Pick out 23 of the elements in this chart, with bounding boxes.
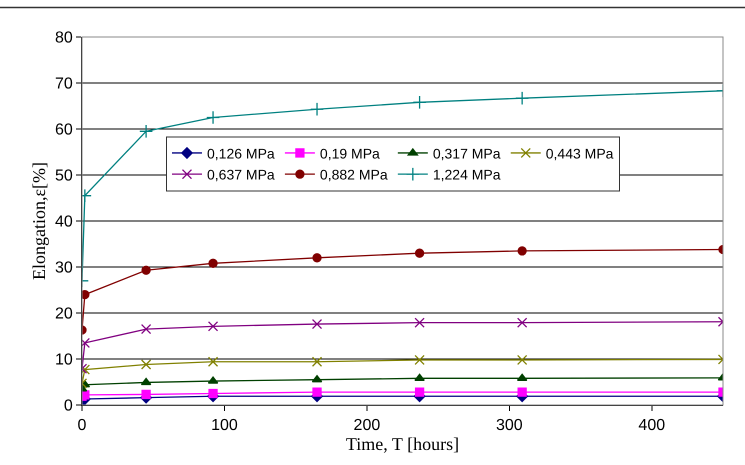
y-axis-title: Elongation,ε[%] [29, 162, 50, 280]
legend-label: 0,443 MPa [546, 145, 614, 162]
y-tick-label: 20 [55, 306, 73, 323]
y-tick-label: 70 [55, 76, 73, 93]
y-tick-label: 10 [55, 352, 73, 369]
x-tick-label: 100 [211, 417, 238, 434]
y-tick-label: 40 [55, 214, 73, 231]
x-axis-title: Time, T [hours] [346, 434, 460, 454]
x-tick-label: 0 [78, 417, 87, 434]
legend-label: 0,126 MPa [206, 145, 275, 162]
y-tick-label: 50 [55, 168, 73, 185]
x-tick-label: 200 [354, 417, 380, 434]
legend-label: 0,317 MPa [432, 145, 501, 162]
y-tick-label: 30 [55, 260, 73, 277]
x-tick-label: 400 [638, 417, 666, 434]
x-tick-label: 300 [496, 417, 523, 434]
y-tick-label: 60 [55, 122, 73, 139]
legend-label: 1,224 MPa [432, 166, 501, 183]
y-tick-label: 80 [55, 30, 73, 47]
y-tick-label: 0 [64, 398, 73, 415]
legend-label: 0,19 MPa [320, 145, 380, 162]
legend-label: 0,637 MPa [206, 166, 275, 183]
legend-label: 0,882 MPa [320, 166, 388, 183]
